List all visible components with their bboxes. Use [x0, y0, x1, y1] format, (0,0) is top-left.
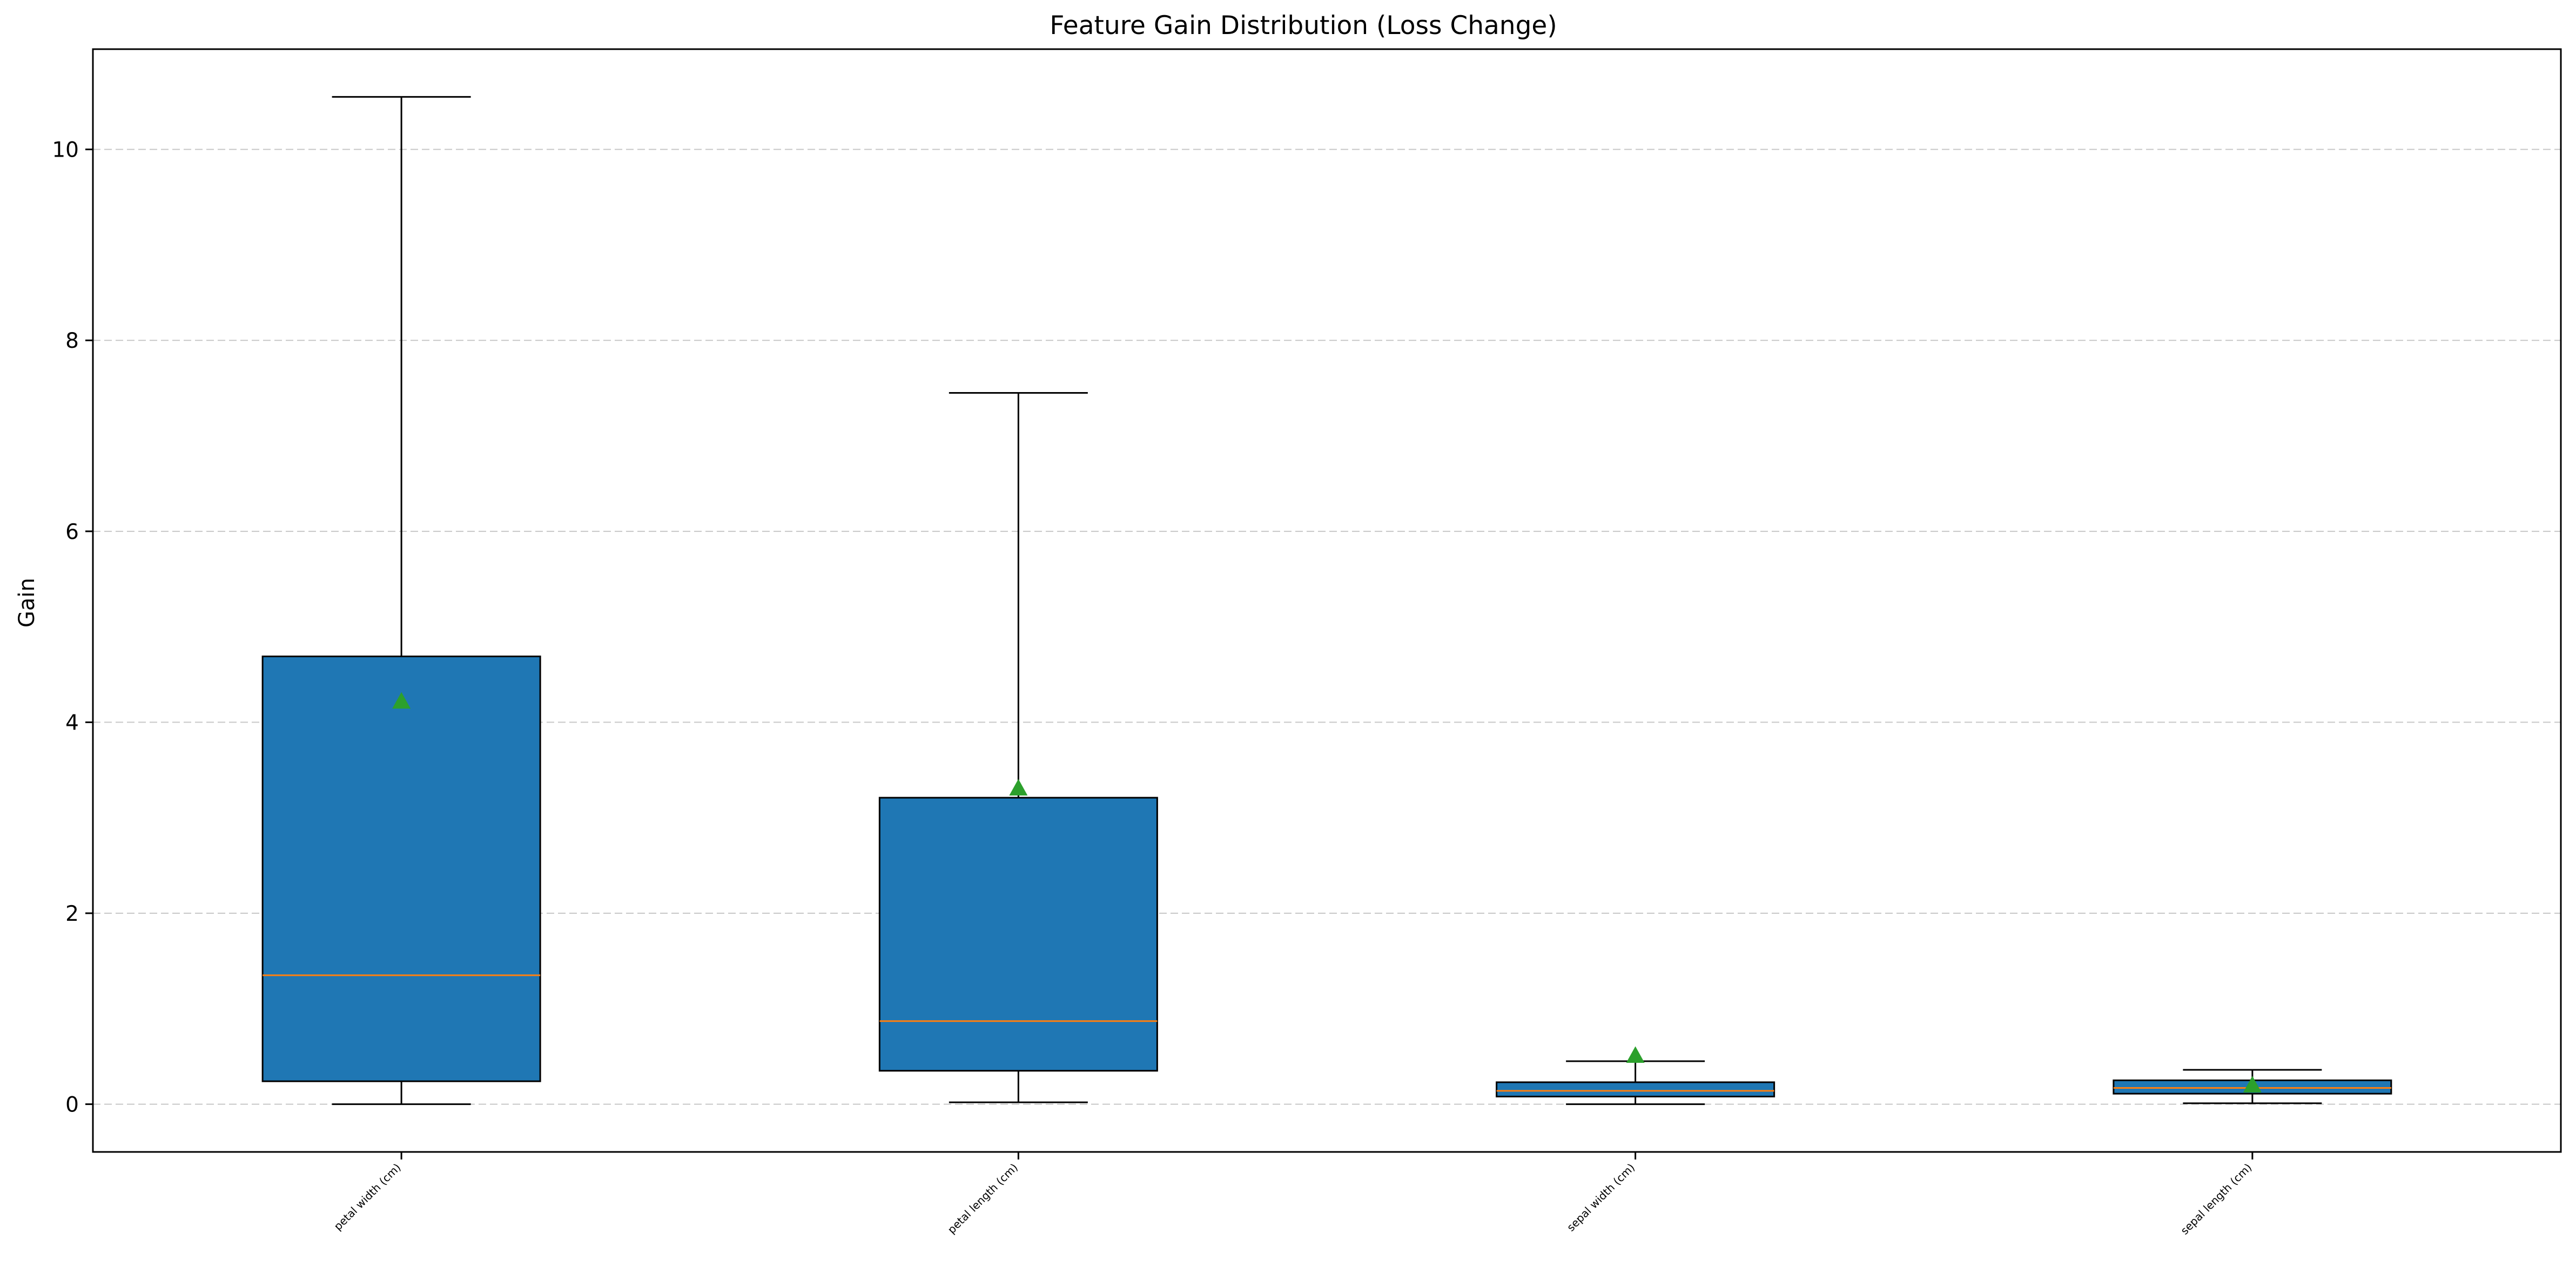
mean-marker [392, 692, 411, 709]
y-axis-label: Gain [15, 578, 39, 628]
box-item [261, 96, 541, 1105]
box-body [261, 655, 541, 1082]
mean-marker [1626, 1046, 1645, 1063]
y-tick-label: 6 [65, 520, 79, 544]
boxes-group [261, 96, 2392, 1105]
box-body [1496, 1081, 1775, 1097]
mean-marker [2243, 1076, 2262, 1093]
chart-title: Feature Gain Distribution (Loss Change) [1050, 11, 1557, 41]
y-tick-label: 10 [52, 138, 79, 163]
y-tick-label: 2 [65, 902, 79, 926]
y-tick-label: 8 [65, 329, 79, 353]
y-tick-label: 0 [65, 1093, 79, 1117]
box-item [1496, 1046, 1775, 1105]
box-body [878, 797, 1158, 1072]
box-item [2113, 1069, 2392, 1104]
y-tick-label: 4 [65, 711, 79, 735]
box-item [878, 392, 1158, 1103]
mean-marker [1009, 779, 1028, 796]
plot-frame [92, 48, 2562, 1153]
